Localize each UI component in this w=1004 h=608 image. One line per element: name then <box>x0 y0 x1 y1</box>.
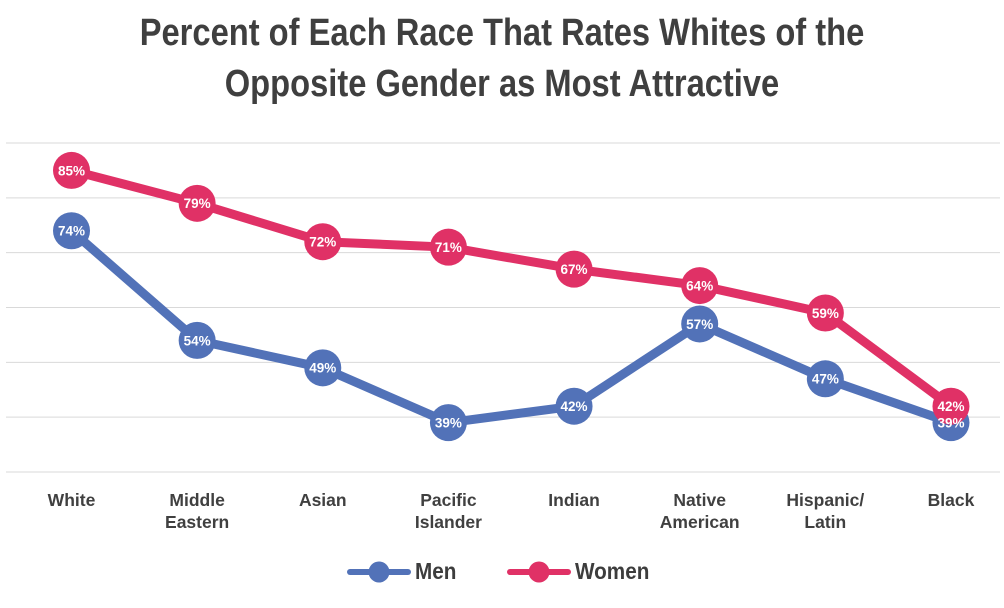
data-point-marker-men <box>304 349 342 387</box>
x-axis-labels: White Middle Eastern Asian Pacific Islander In… <box>0 489 1004 545</box>
legend-item-men: Men <box>346 558 461 585</box>
women-series-swatch <box>506 561 571 582</box>
data-point-label-women: 59% <box>812 306 839 321</box>
data-point-marker-women <box>932 387 970 425</box>
category-label-hispanic-latin: Hispanic/Latin <box>786 490 865 532</box>
data-point-label-men: 74% <box>58 224 85 239</box>
data-point-label-women: 85% <box>58 163 85 178</box>
data-point-label-women: 67% <box>561 262 588 277</box>
category-label-asian: Asian <box>298 490 347 510</box>
plot-area: 74% 54% 49% 39% 42% 57% 47% 39% 85% 79% 72% 71% 67% 6… <box>6 142 1000 473</box>
data-point-marker-men <box>555 387 593 425</box>
data-point-marker-men <box>429 404 467 442</box>
data-point-label-men: 39% <box>937 416 964 431</box>
data-point-label-men: 47% <box>812 372 839 387</box>
data-point-marker-men <box>53 212 90 250</box>
data-point-label-women: 42% <box>937 399 964 414</box>
data-point-marker-men <box>806 360 844 398</box>
legend: Men Women <box>0 558 1004 585</box>
chart-title: Percent of Each Race That Rates Whites o… <box>70 8 933 110</box>
data-point-label-men: 42% <box>561 399 588 414</box>
category-label-middle-eastern: Middle Eastern <box>165 490 230 532</box>
category-label-black: Black <box>927 490 975 510</box>
data-point-marker-women <box>53 151 90 189</box>
men-series-swatch <box>346 561 411 582</box>
category-label-indian: Indian <box>548 490 600 510</box>
data-point-marker-women <box>304 223 342 261</box>
men-marker-icon <box>368 561 390 582</box>
data-point-marker-women <box>806 294 844 332</box>
series-line-men <box>67 226 956 428</box>
data-point-label-women: 71% <box>435 240 462 255</box>
legend-label-men: Men <box>414 558 457 584</box>
data-point-marker-men <box>178 321 216 359</box>
data-point-marker-women <box>429 228 467 266</box>
data-point-label-women: 72% <box>309 235 336 250</box>
legend-label-women: Women <box>574 558 650 584</box>
series-line-women <box>67 165 956 411</box>
chart-title-line-2: Opposite Gender as Most Attractive <box>224 63 780 105</box>
women-marker-icon <box>528 561 550 582</box>
data-point-label-men: 49% <box>309 361 336 376</box>
category-label-pacific-islander: Pacific Islander <box>414 490 482 532</box>
data-point-label-men: 54% <box>184 333 211 348</box>
data-point-label-women: 64% <box>686 278 713 293</box>
category-label-white: White <box>47 490 96 510</box>
chart-title-line-1: Percent of Each Race That Rates Whites o… <box>139 12 865 54</box>
data-point-marker-women <box>555 250 593 288</box>
data-point-label-men: 39% <box>435 416 462 431</box>
data-point-marker-men <box>681 305 719 343</box>
data-point-marker-women <box>178 184 216 222</box>
data-point-label-men: 57% <box>686 317 713 332</box>
data-point-label-women: 79% <box>184 196 211 211</box>
category-label-native-american: Native American <box>659 490 740 532</box>
legend-item-women: Women <box>506 558 658 585</box>
data-point-marker-women <box>681 267 719 305</box>
